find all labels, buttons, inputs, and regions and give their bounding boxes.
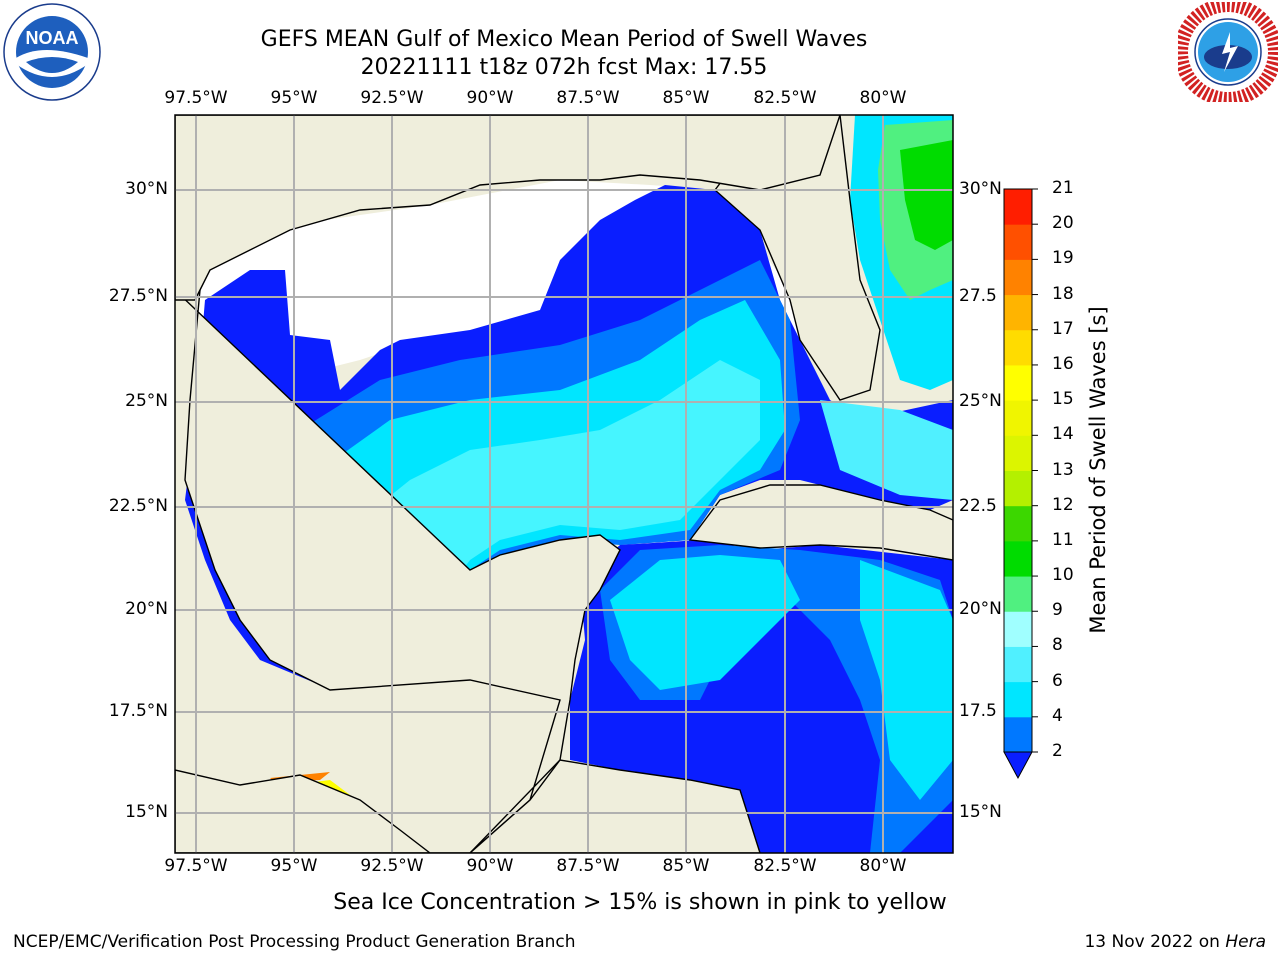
sea-ice-footnote: Sea Ice Concentration > 15% is shown in …	[333, 890, 947, 915]
colorbar-tick-label: 20	[1052, 213, 1074, 234]
lat-tick-right: 17.5	[959, 701, 997, 721]
colorbar-segment	[1004, 259, 1032, 296]
colorbar-title: Mean Period of Swell Waves [s]	[1086, 306, 1110, 634]
lon-tick-bottom: 95°W	[270, 856, 318, 876]
colorbar-tick-label: 21	[1052, 178, 1074, 198]
lat-tick-right: 22.5	[959, 496, 997, 516]
lon-tick-top: 95°W	[270, 88, 318, 108]
lon-tick-top: 85°W	[662, 88, 710, 108]
colorbar-segment	[1004, 189, 1032, 225]
lon-tick-bottom: 82.5°W	[753, 856, 817, 876]
colorbar-segment	[1004, 611, 1032, 647]
lat-tick-right: 15°N	[959, 802, 1002, 822]
lat-tick-left: 17.5°N	[108, 701, 168, 721]
straits-band-6-8s	[820, 400, 953, 500]
colorbar-tick-label: 8	[1052, 635, 1063, 656]
colorbar-tick-label: 11	[1052, 529, 1074, 550]
colorbar-segment	[1004, 470, 1032, 507]
map-field	[175, 115, 953, 853]
colorbar-tick-label: 14	[1052, 424, 1074, 445]
lat-tick-left: 20°N	[125, 599, 168, 619]
colorbar-tick-label: 2	[1052, 741, 1063, 761]
colorbar-segment	[1004, 540, 1032, 577]
lon-tick-bottom: 87.5°W	[556, 856, 620, 876]
colorbar-segment	[1004, 716, 1032, 753]
colorbar-segment	[1004, 505, 1032, 542]
lon-tick-bottom: 80°W	[859, 856, 907, 876]
colorbar-tick-label: 17	[1052, 318, 1074, 339]
colorbar-tick-label: 10	[1052, 565, 1074, 586]
colorbar-segment	[1004, 294, 1032, 331]
lon-tick-bottom: 92.5°W	[360, 856, 424, 876]
central-america-land	[468, 759, 761, 853]
lon-tick-top: 97.5°W	[164, 88, 228, 108]
lat-tick-right: 27.5	[959, 286, 997, 306]
colorbar-tick-label: 16	[1052, 353, 1074, 374]
lon-tick-bottom: 90°W	[466, 856, 514, 876]
branch-credit: NCEP/EMC/Verification Post Processing Pr…	[13, 932, 576, 952]
colorbar-tick-label: 18	[1052, 283, 1074, 304]
us-gulf-coast-land	[175, 115, 841, 301]
lat-tick-left: 22.5°N	[108, 496, 168, 516]
map-frame	[174, 114, 954, 854]
colorbar-segment	[1004, 576, 1032, 612]
chart-title: GEFS MEAN Gulf of Mexico Mean Period of …	[260, 27, 868, 52]
colorbar-segment	[1004, 681, 1032, 718]
cuba-land	[688, 484, 953, 561]
colorbar-segment	[1004, 400, 1032, 436]
lat-tick-left: 15°N	[125, 802, 168, 822]
colorbar-tick-label: 19	[1052, 248, 1074, 269]
lat-tick-right: 25°N	[959, 391, 1002, 411]
colorbar-segment	[1004, 224, 1032, 260]
lon-tick-top: 82.5°W	[753, 88, 817, 108]
colorbar-segment	[1004, 329, 1032, 366]
colorbar-under-arrow	[1003, 751, 1033, 780]
colorbar-segment	[1004, 646, 1032, 683]
run-date: 13 Nov 2022 on Hera	[1084, 932, 1266, 952]
colorbar-tick-label: 15	[1052, 389, 1074, 410]
lon-tick-top: 87.5°W	[556, 88, 620, 108]
svg-text:NOAA: NOAA	[26, 28, 79, 48]
colorbar-segment	[1004, 364, 1032, 401]
lat-tick-left: 25°N	[125, 391, 168, 411]
colorbar-tick-label: 12	[1052, 494, 1074, 515]
mexico-land	[175, 289, 621, 853]
lon-tick-top: 92.5°W	[360, 88, 424, 108]
noaa-logo-icon: NOAA	[3, 3, 101, 101]
caribbean-band-4-6s	[610, 555, 800, 690]
colorbar-tick-label: 4	[1052, 705, 1063, 726]
lat-tick-left: 30°N	[125, 179, 168, 199]
lat-tick-right: 20°N	[959, 599, 1002, 619]
atlantic-band-10-11s	[900, 140, 953, 250]
nws-logo-icon	[1178, 2, 1278, 102]
lon-tick-bottom: 97.5°W	[164, 856, 228, 876]
colorbar-tick-label: 6	[1052, 670, 1063, 691]
lon-tick-top: 90°W	[466, 88, 514, 108]
lon-tick-bottom: 85°W	[662, 856, 710, 876]
colorbar-tick-label: 13	[1052, 459, 1074, 480]
colorbar-segment	[1004, 435, 1032, 471]
lat-tick-right: 30°N	[959, 179, 1002, 199]
lon-tick-top: 80°W	[859, 88, 907, 108]
colorbar-tick-label: 9	[1052, 600, 1063, 621]
lat-tick-left: 27.5°N	[108, 286, 168, 306]
chart-subtitle: 20221111 t18z 072h fcst Max: 17.55	[360, 55, 768, 80]
